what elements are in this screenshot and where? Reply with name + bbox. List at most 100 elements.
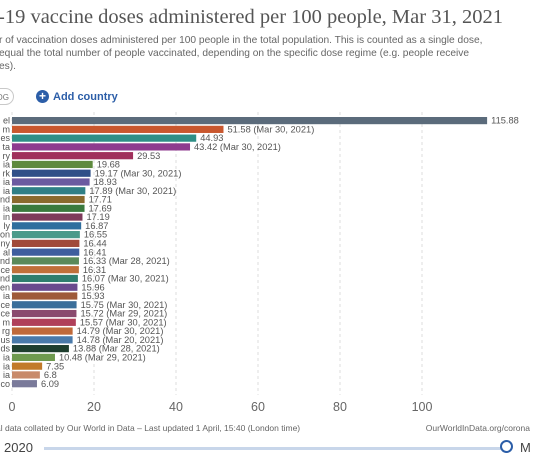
timeline-handle[interactable] xyxy=(500,440,513,453)
category-label: ce xyxy=(0,309,10,319)
category-label: co xyxy=(0,379,10,389)
value-label: 43.42 (Mar 30, 2021) xyxy=(194,142,281,152)
bar xyxy=(12,178,90,186)
chart-title: -19 vaccine doses administered per 100 p… xyxy=(0,6,503,28)
bar xyxy=(12,309,77,318)
source-note: al data collated by Our World in Data – … xyxy=(0,423,301,433)
category-label: ia xyxy=(3,361,10,371)
bar xyxy=(12,353,55,361)
x-tick-label: 100 xyxy=(412,400,433,414)
bar xyxy=(12,274,78,283)
category-label: ia xyxy=(3,177,10,187)
value-label: 16.41 xyxy=(83,247,106,257)
category-label: ia xyxy=(3,352,10,362)
value-label: 19.17 (Mar 30, 2021) xyxy=(95,168,182,178)
bar xyxy=(12,362,43,370)
value-label: 16.55 xyxy=(84,230,107,240)
category-label: ia xyxy=(3,160,10,170)
log-scale-toggle[interactable]: OG xyxy=(0,88,14,105)
x-tick-label: 20 xyxy=(87,400,101,414)
timeline-start-label: 2020 xyxy=(4,440,33,455)
category-label: m xyxy=(3,124,11,134)
category-label: ny xyxy=(0,238,10,248)
category-label: ds xyxy=(0,344,10,354)
x-tick-label: 40 xyxy=(169,400,183,414)
value-label: 17.89 (Mar 30, 2021) xyxy=(89,186,176,196)
value-label: 17.19 xyxy=(86,212,109,222)
category-label: ce xyxy=(0,265,10,275)
value-label: 15.93 xyxy=(81,291,104,301)
value-label: 7.35 xyxy=(46,361,64,371)
timeline-track[interactable] xyxy=(44,447,504,450)
bar xyxy=(12,239,80,247)
value-label: 16.87 xyxy=(85,221,108,231)
value-label: 51.58 (Mar 30, 2021) xyxy=(227,124,314,134)
source-url-link[interactable]: OurWorldInData.org/corona xyxy=(425,423,530,433)
add-country-label: Add country xyxy=(53,90,118,103)
value-label: 14.78 (Mar 20, 2021) xyxy=(77,335,164,345)
category-label: nd xyxy=(0,195,10,205)
value-label: 14.79 (Mar 30, 2021) xyxy=(77,326,164,336)
value-label: 15.57 (Mar 30, 2021) xyxy=(80,317,167,327)
bar xyxy=(12,125,224,133)
bar xyxy=(12,292,78,300)
category-label: nd xyxy=(0,274,10,284)
value-label: 16.07 (Mar 30, 2021) xyxy=(82,274,169,284)
bar xyxy=(12,283,78,291)
category-label: us xyxy=(0,335,10,345)
category-label: ia xyxy=(3,186,10,196)
value-label: 13.88 (Mar 28, 2021) xyxy=(73,344,160,354)
category-label: ry xyxy=(3,151,11,161)
value-label: 115.88 xyxy=(491,116,519,126)
value-label: 29.53 xyxy=(137,151,160,161)
value-label: 15.72 (Mar 29, 2021) xyxy=(80,309,167,319)
bar xyxy=(12,169,91,177)
x-tick-label: 60 xyxy=(251,400,265,414)
chart-subtitle: r of vaccination doses administered per … xyxy=(0,34,534,73)
bar xyxy=(12,117,488,125)
bar xyxy=(12,336,73,344)
value-label: 6.8 xyxy=(44,370,57,380)
category-label: ly xyxy=(4,221,11,231)
category-label: ia xyxy=(3,370,10,380)
bar xyxy=(12,345,69,353)
bar xyxy=(12,266,79,274)
category-label: en xyxy=(0,282,10,292)
bar xyxy=(12,143,191,151)
bar xyxy=(12,380,37,388)
add-country-button[interactable]: + Add country xyxy=(36,88,118,105)
category-label: m xyxy=(3,317,11,327)
category-label: es xyxy=(0,133,10,143)
bar xyxy=(12,318,76,326)
subtitle-line: r of vaccination doses administered per … xyxy=(0,35,483,46)
bar xyxy=(12,204,85,212)
value-label: 10.48 (Mar 29, 2021) xyxy=(59,352,146,362)
category-label: ia xyxy=(3,203,10,213)
bar xyxy=(12,213,83,221)
value-label: 18.93 xyxy=(94,177,117,187)
bar-chart: 0 20 40 60 80 100 el 115.88 m 51.58 (Mar 30, 2021… xyxy=(0,112,519,414)
value-label: 15.96 xyxy=(81,282,104,292)
bar xyxy=(12,160,93,169)
subtitle-line: equal the total number of people vaccina… xyxy=(0,48,470,59)
category-label: ia xyxy=(3,291,10,301)
value-label: 17.69 xyxy=(89,203,112,213)
x-tick-label: 80 xyxy=(333,400,347,414)
category-label: al xyxy=(3,247,10,257)
value-label: 19.68 xyxy=(97,160,120,170)
timeline: 2020 M xyxy=(0,436,534,462)
bar xyxy=(12,248,80,256)
category-label: ta xyxy=(2,142,10,152)
x-tick-label: 0 xyxy=(9,400,16,414)
value-label: 15.75 (Mar 30, 2021) xyxy=(81,300,168,310)
bar xyxy=(12,195,85,204)
category-label: in xyxy=(3,212,10,222)
bar xyxy=(12,257,79,265)
value-label: 6.09 xyxy=(41,379,59,389)
category-label: rg xyxy=(2,326,10,336)
subtitle-line: es). xyxy=(0,61,16,72)
category-label: ce xyxy=(0,300,10,310)
value-label: 16.31 xyxy=(83,265,106,275)
bar xyxy=(12,231,80,239)
bar xyxy=(12,301,77,309)
